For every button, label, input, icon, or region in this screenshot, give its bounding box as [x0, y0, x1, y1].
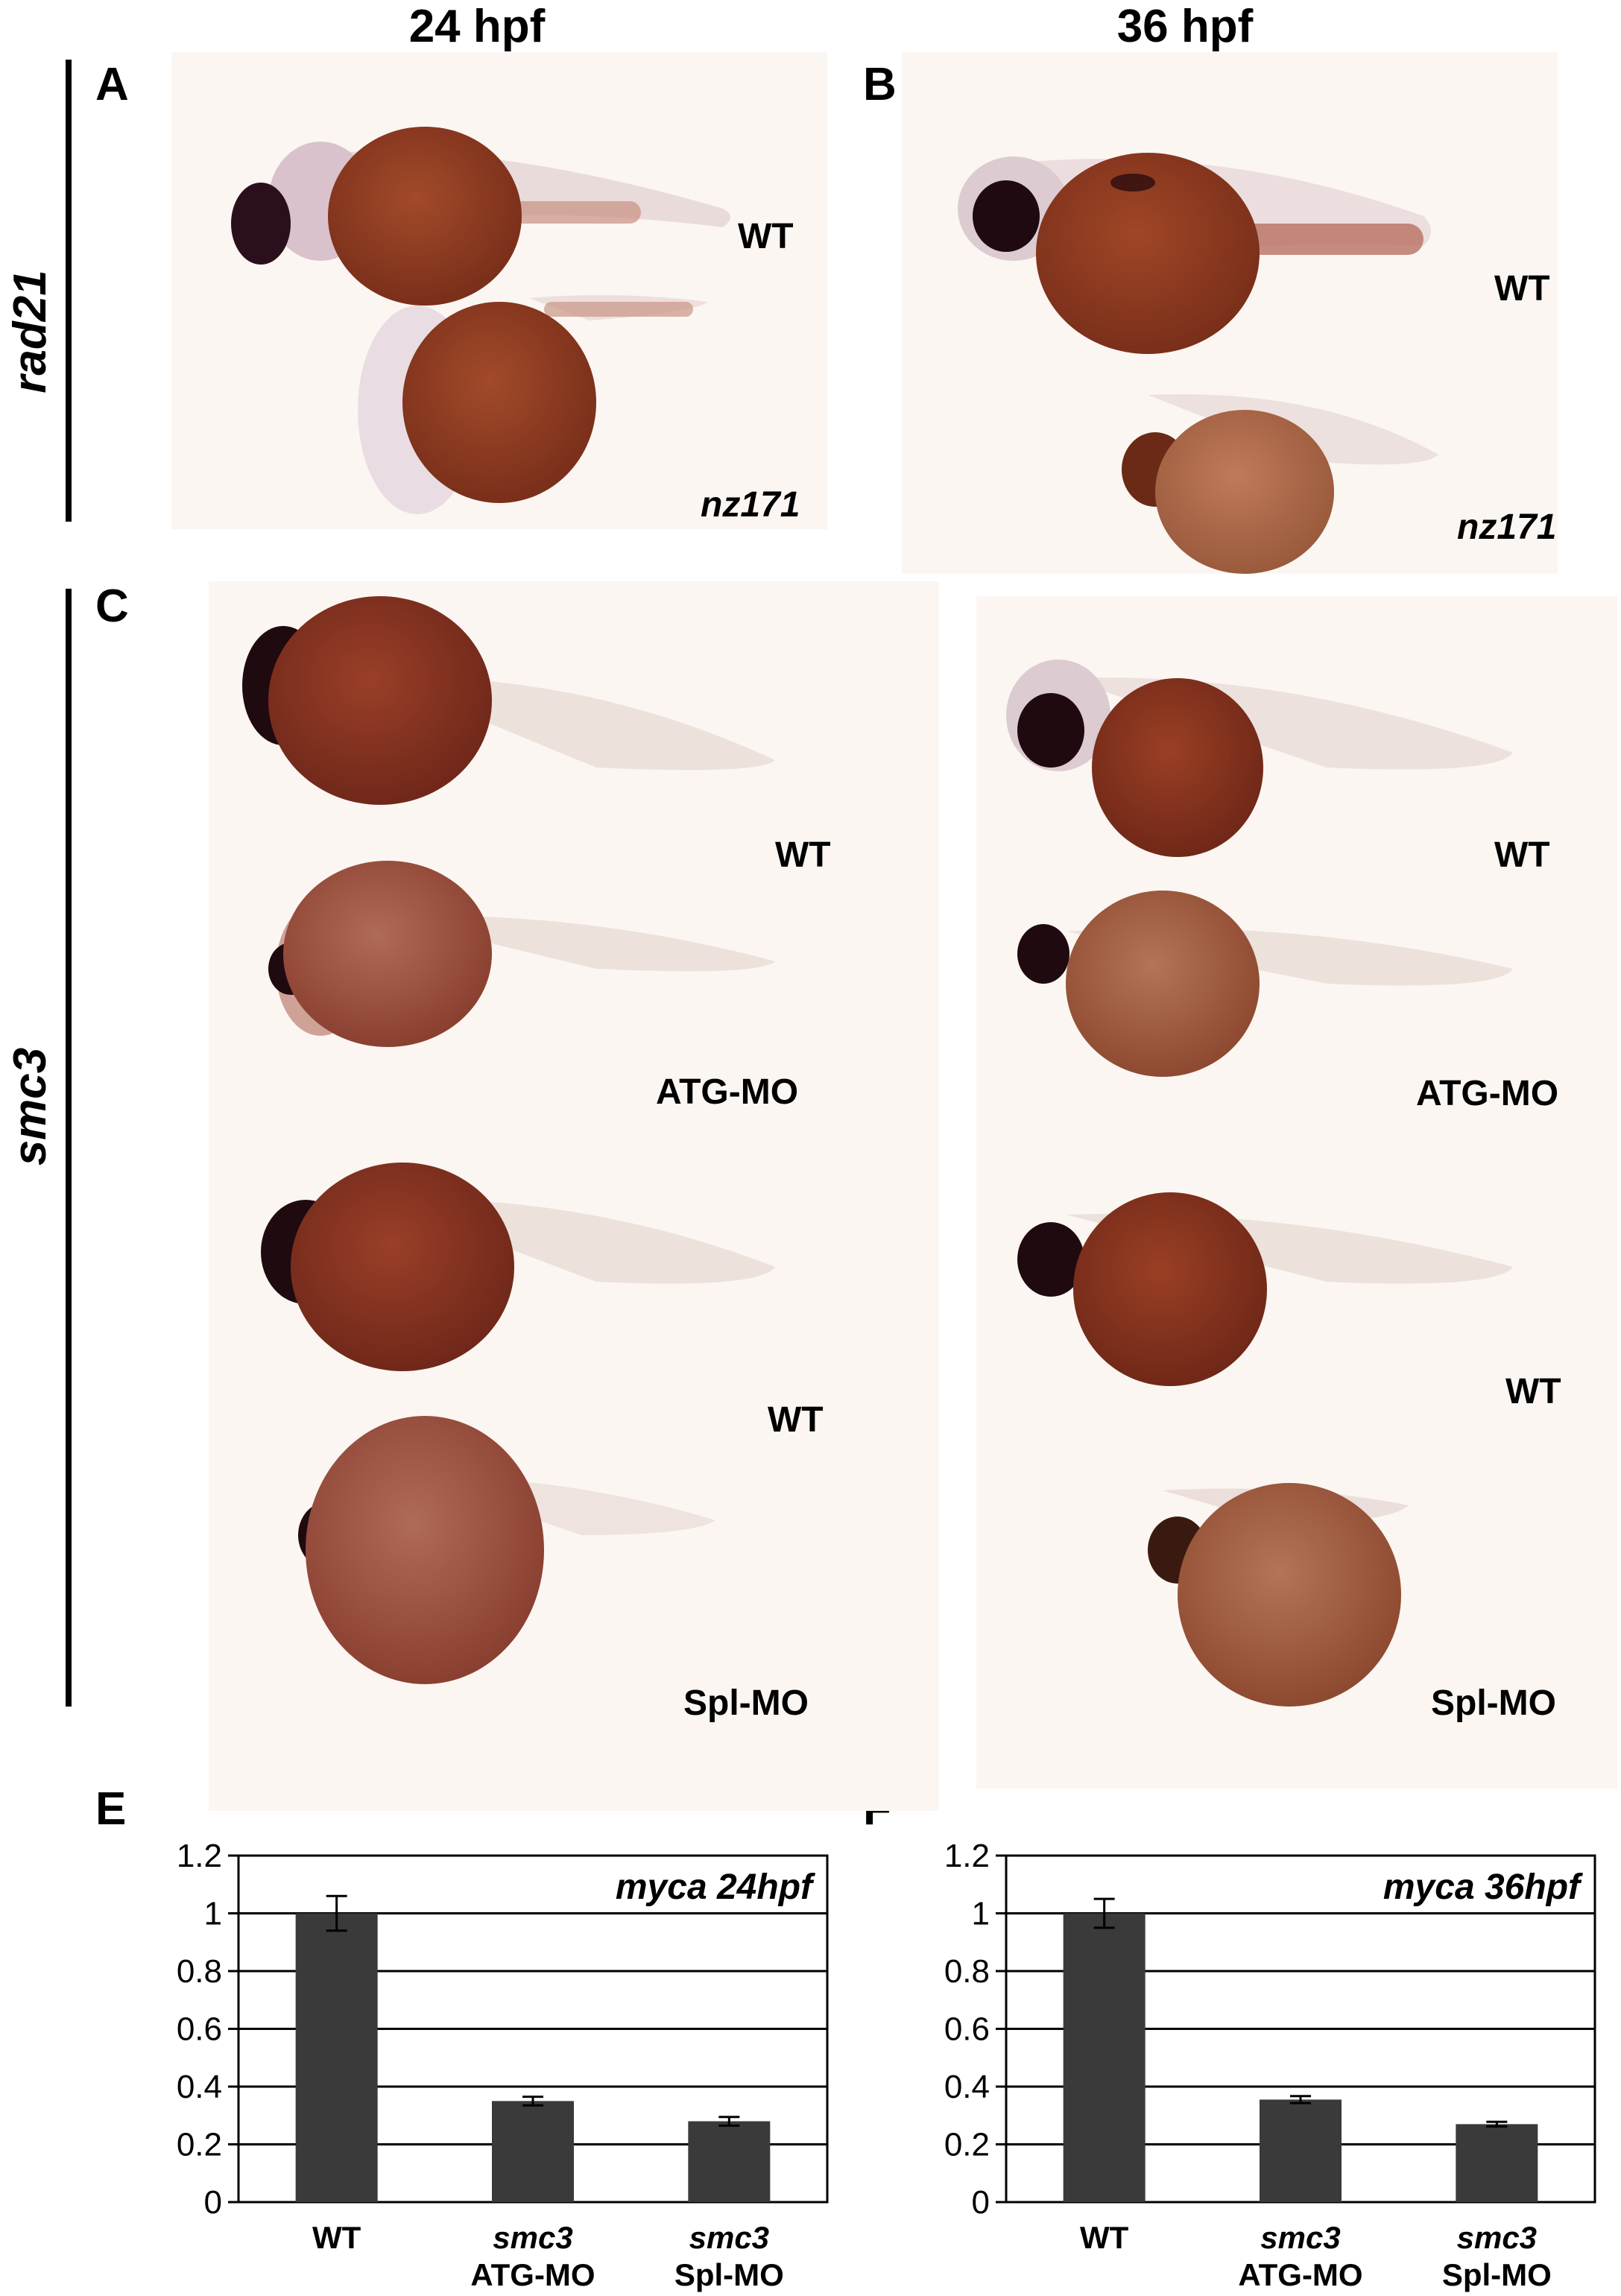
row-divider-rad21 — [66, 60, 72, 522]
embryo-wt-d3 — [1017, 1192, 1513, 1386]
panel-b-label-nz171: nz171 — [1457, 507, 1557, 547]
panel-c-label-wt1: WT — [775, 835, 831, 875]
panel-d-label-wt2: WT — [1505, 1372, 1561, 1411]
chart-f-ytick-label: 1.2 — [944, 1838, 990, 1874]
chart-e-category-label-2: Spl-MO — [674, 2257, 784, 2292]
panel-letter-c: C — [95, 581, 129, 632]
embryo-wt-24hpf-rad21 — [231, 127, 730, 306]
chart-f-title: myca 36hpf — [1383, 1868, 1583, 1907]
embryo-nz171-24hpf-rad21 — [358, 295, 708, 514]
panel-letter-a: A — [95, 59, 129, 110]
panel-c-label-atgmo: ATG-MO — [656, 1072, 799, 1112]
chart-f-ytick-label: 0.4 — [944, 2069, 990, 2105]
row-divider-smc3 — [66, 589, 72, 1707]
chart-f-bar-0 — [1063, 1913, 1146, 2202]
chart-f-category-label-2: Spl-MO — [1442, 2257, 1552, 2292]
chart-e-category-label-0: WT — [312, 2220, 361, 2255]
embryo-wt-d1 — [1006, 660, 1513, 857]
panel-c-image: WT ATG-MO WT Spl-MO — [209, 581, 939, 1811]
chart-e-ytick-label: 1 — [204, 1896, 222, 1932]
embryo-wt-36hpf-rad21 — [958, 153, 1431, 354]
chart-f-category-label-0: WT — [1080, 2220, 1129, 2255]
chart-e-category-label-1: ATG-MO — [470, 2257, 595, 2292]
row-label-smc3: smc3 — [4, 1047, 56, 1166]
chart-e-category-label-1: smc3 — [493, 2220, 572, 2255]
chart-f-ytick-label: 0.2 — [944, 2127, 990, 2163]
row-label-rad21: rad21 — [4, 270, 56, 393]
embryo-wt-c1 — [242, 596, 775, 805]
panel-d-label-splmo: Spl-MO — [1431, 1683, 1556, 1723]
panel-b-label-wt: WT — [1494, 269, 1550, 309]
panel-c-label-splmo: Spl-MO — [683, 1683, 809, 1723]
panel-a-image: WT nz171 — [171, 52, 827, 529]
chart-f-category-label-1: ATG-MO — [1238, 2257, 1362, 2292]
chart-f-ytick-label: 1 — [972, 1896, 990, 1932]
panel-b-image: WT nz171 — [902, 52, 1558, 574]
panel-d-embryos — [1006, 660, 1513, 1707]
chart-e-bar-1 — [492, 2101, 574, 2202]
chart-f-bar-2 — [1456, 2124, 1538, 2202]
panel-b-embryos — [958, 153, 1438, 574]
chart-e-title: myca 24hpf — [616, 1868, 815, 1907]
embryo-nz171-36hpf-rad21 — [1122, 394, 1438, 574]
chart-e-category-label-2: smc3 — [689, 2220, 769, 2255]
chart-f-category-label-2: smc3 — [1457, 2220, 1537, 2255]
panel-d-image: WT ATG-MO WT Spl-MO — [976, 596, 1617, 1789]
chart-e-ytick-label: 0.4 — [177, 2069, 222, 2105]
panel-letter-b: B — [863, 59, 897, 110]
chart-f-ytick-label: 0 — [972, 2184, 990, 2221]
panel-a-embryos — [231, 127, 730, 514]
chart-f-bar-1 — [1260, 2099, 1342, 2202]
panel-letter-e: E — [95, 1783, 127, 1835]
embryo-splmo-c4 — [298, 1416, 715, 1684]
chart-f-ytick-label: 0.8 — [944, 1953, 990, 1990]
chart-e-ytick-label: 0.6 — [177, 2011, 222, 2048]
chart-e-bar-0 — [295, 1913, 378, 2202]
chart-e: 00.20.40.60.811.2WT smc3ATG-MOsmc3Spl-MOm… — [177, 1838, 829, 2292]
chart-f-ytick-label: 0.6 — [944, 2011, 990, 2048]
panel-a-label-wt: WT — [738, 217, 794, 256]
column-header-36hpf: 36 hpf — [1116, 1, 1254, 52]
panel-a-label-nz171: nz171 — [701, 485, 800, 525]
chart-f-category-label-1: smc3 — [1260, 2220, 1340, 2255]
chart-e-ytick-label: 1.2 — [177, 1838, 222, 1874]
embryo-atgmo-d2 — [1017, 891, 1513, 1077]
column-header-24hpf: 24 hpf — [408, 1, 546, 52]
chart-e-bar-2 — [688, 2121, 771, 2202]
chart-e-ytick-label: 0.8 — [177, 1953, 222, 1990]
panel-c-label-wt2: WT — [768, 1400, 824, 1440]
chart-e-ytick-label: 0 — [204, 2184, 222, 2221]
embryo-wt-c3 — [261, 1163, 775, 1371]
panel-c-embryos — [242, 596, 775, 1684]
embryo-atgmo-c2 — [268, 861, 775, 1047]
panel-d-label-atgmo: ATG-MO — [1416, 1074, 1559, 1113]
chart-f: 00.20.40.60.811.2WT smc3ATG-MOsmc3Spl-MOm… — [944, 1838, 1596, 2292]
chart-e-ytick-label: 0.2 — [177, 2127, 222, 2163]
panel-d-label-wt1: WT — [1494, 835, 1550, 875]
embryo-splmo-d4 — [1148, 1483, 1409, 1707]
